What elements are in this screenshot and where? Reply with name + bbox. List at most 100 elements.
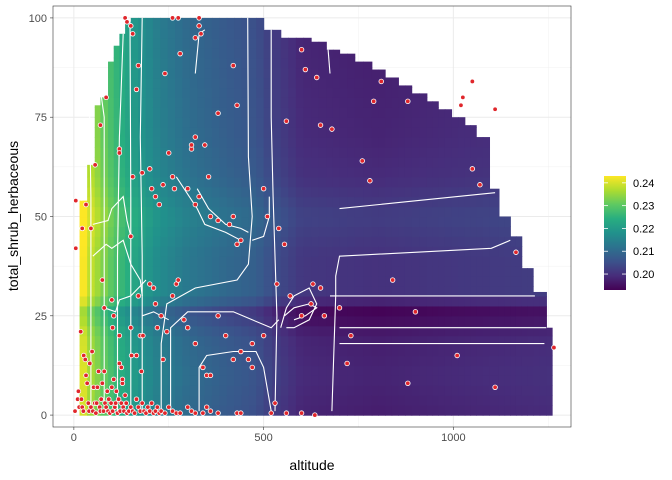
heatmap-tile: [226, 27, 235, 39]
heatmap-tile: [241, 117, 250, 128]
data-point: [454, 352, 460, 359]
heatmap-tile: [504, 246, 511, 257]
heatmap-tile: [211, 246, 220, 257]
contour-line: [198, 350, 272, 412]
heatmap-tile: [451, 246, 459, 257]
heatmap-tile: [234, 216, 243, 228]
heatmap-tile: [398, 166, 406, 178]
heatmap-tile: [458, 325, 466, 337]
heatmap-tile: [167, 355, 176, 367]
heatmap-tile: [175, 305, 184, 317]
heatmap-tile: [256, 385, 265, 396]
heatmap-tile: [167, 216, 176, 228]
heatmap-tile: [94, 315, 102, 327]
heatmap-tile: [398, 375, 406, 386]
heatmap-tile: [419, 127, 428, 138]
data-point: [139, 170, 145, 176]
heatmap-tile: [189, 146, 198, 158]
heatmap-tile: [303, 286, 312, 297]
heatmap-tile: [515, 256, 523, 267]
heatmap-tile: [504, 295, 511, 307]
heatmap-tile: [378, 355, 386, 367]
heatmap-tile: [248, 176, 257, 188]
heatmap-tile: [219, 37, 228, 49]
data-point: [207, 372, 214, 379]
heatmap-tile: [189, 117, 198, 128]
heatmap-tile: [152, 166, 161, 178]
heatmap-tile: [311, 246, 320, 257]
heatmap-tile: [419, 375, 428, 386]
heatmap-tile: [371, 226, 380, 237]
heatmap-tile: [326, 266, 334, 277]
heatmap-tile: [113, 67, 121, 79]
heatmap-tile: [226, 117, 235, 128]
heatmap-tile: [303, 405, 312, 416]
contour-line: [88, 77, 92, 412]
heatmap-tile: [363, 67, 373, 79]
heatmap-tile: [426, 156, 434, 168]
heatmap-tile: [119, 236, 126, 247]
data-point: [336, 305, 343, 311]
heatmap-tile: [347, 345, 356, 357]
heatmap-tile: [521, 295, 528, 307]
heatmap-tile: [248, 77, 257, 89]
heatmap-tile: [339, 117, 348, 128]
heatmap-tile: [470, 325, 477, 337]
heatmap-tile: [476, 355, 484, 367]
heatmap-tile: [332, 49, 341, 59]
heatmap-tile: [398, 246, 406, 257]
heatmap-tile: [175, 146, 184, 158]
heatmap-tile: [504, 335, 511, 347]
heatmap-tile: [318, 107, 327, 118]
heatmap-tile: [527, 355, 534, 367]
heatmap-tile: [527, 305, 534, 317]
heatmap-tile: [371, 216, 380, 228]
heatmap-tile: [444, 305, 453, 317]
data-point: [405, 98, 411, 105]
heatmap-tile: [527, 268, 534, 277]
heatmap-tile: [326, 335, 334, 347]
heatmap-tile: [489, 375, 500, 386]
heatmap-tile: [354, 325, 364, 337]
heatmap-tile: [119, 256, 126, 267]
heatmap-tile: [411, 176, 420, 188]
heatmap-tile: [152, 395, 161, 406]
heatmap-tile: [444, 117, 453, 128]
heatmap-tile: [339, 246, 348, 257]
heatmap-tile: [311, 305, 320, 317]
data-point: [359, 158, 365, 164]
heatmap-tile: [288, 305, 297, 317]
heatmap-tile: [318, 335, 327, 347]
heatmap-tile: [288, 97, 297, 108]
heatmap-tile: [204, 176, 213, 188]
heatmap-tile: [339, 137, 348, 148]
heatmap-tile: [272, 137, 282, 148]
data-point: [166, 404, 172, 410]
heatmap-tile: [363, 226, 373, 237]
data-point: [192, 340, 199, 347]
heatmap-tile: [426, 256, 434, 267]
heatmap-tile: [332, 146, 341, 158]
heatmap-tile: [182, 266, 191, 277]
heatmap-tile: [385, 345, 393, 357]
heatmap-tile: [211, 27, 220, 39]
heatmap-tile: [189, 87, 198, 98]
heatmap-tile: [476, 286, 484, 297]
heatmap-tile: [160, 246, 169, 257]
heatmap-tile: [311, 67, 320, 79]
heatmap-tile: [130, 305, 139, 317]
heatmap-tile: [378, 97, 386, 108]
heatmap-tile: [288, 186, 297, 198]
heatmap-tile: [288, 345, 297, 357]
heatmap-tile: [326, 206, 334, 218]
heatmap-tile: [363, 166, 373, 178]
heatmap-tile: [458, 176, 466, 188]
heatmap-tile: [404, 276, 413, 287]
heatmap-tile: [326, 176, 334, 188]
heatmap-tile: [94, 117, 102, 128]
heatmap-tile: [234, 146, 243, 158]
heatmap-tile: [263, 355, 273, 367]
heatmap-tile: [318, 355, 327, 367]
heatmap-tile: [197, 365, 206, 376]
heatmap-tile: [219, 186, 228, 198]
